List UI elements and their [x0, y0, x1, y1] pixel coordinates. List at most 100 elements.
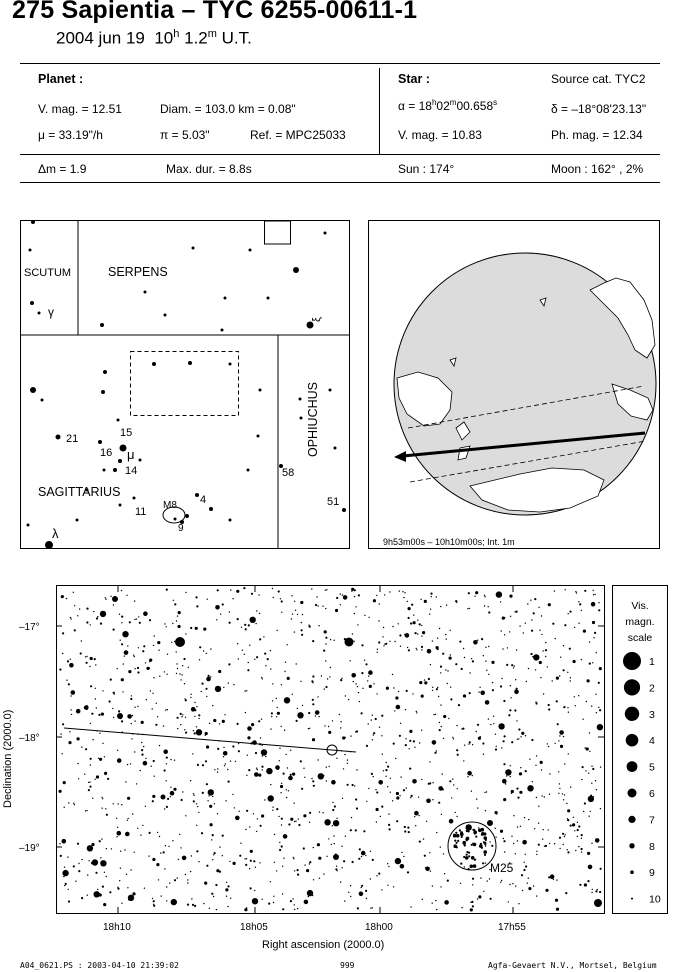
field-star: [591, 620, 596, 625]
field-star: [513, 665, 515, 667]
field-star: [176, 667, 179, 670]
finder-star: [293, 267, 299, 273]
field-star: [177, 858, 179, 861]
field-star: [311, 698, 314, 701]
field-star: [438, 627, 441, 630]
field-star: [324, 589, 327, 591]
field-star: [225, 881, 228, 883]
field-star: [542, 838, 544, 840]
field-star: [326, 855, 328, 857]
field-star: [589, 810, 591, 813]
field-star: [555, 700, 558, 703]
field-star: [429, 664, 432, 666]
field-star: [495, 745, 497, 747]
field-star: [301, 613, 304, 616]
star-ra: α = 18h02m00.658s: [398, 98, 498, 113]
field-star: [576, 828, 579, 832]
planet-ref: Ref. = MPC25033: [250, 128, 346, 142]
field-star: [574, 705, 576, 707]
field-star: [511, 835, 513, 837]
field-star: [293, 820, 296, 823]
field-star: [566, 849, 568, 851]
field-star: [519, 625, 521, 627]
field-star: [72, 591, 75, 593]
field-star: [562, 735, 565, 738]
field-star: [203, 627, 207, 631]
field-star: [404, 633, 410, 638]
field-star: [141, 749, 144, 752]
field-star: [201, 764, 205, 767]
finder-star: [256, 434, 260, 438]
field-star: [296, 869, 299, 872]
field-star: [73, 803, 76, 806]
finder-star: [191, 246, 195, 250]
field-star: [394, 710, 396, 712]
field-star: [283, 697, 291, 704]
field-star: [173, 879, 177, 882]
field-star: [587, 795, 595, 803]
field-star: [418, 742, 421, 744]
field-star: [385, 775, 387, 777]
field-star: [583, 810, 585, 813]
field-star: [358, 700, 361, 703]
field-star: [72, 865, 75, 868]
field-star: [253, 860, 256, 863]
field-star: [144, 805, 147, 807]
field-star: [123, 655, 126, 657]
field-star: [244, 908, 248, 912]
field-star: [530, 652, 533, 656]
field-star: [99, 610, 107, 618]
finder-star: [116, 418, 120, 422]
field-star: [471, 900, 474, 904]
field-star: [119, 850, 122, 852]
field-star: [92, 797, 94, 799]
field-star: [512, 883, 514, 885]
field-star: [165, 763, 168, 765]
field-star: [93, 658, 96, 661]
field-star: [306, 889, 314, 897]
cluster-star: [463, 843, 466, 847]
cluster-star: [484, 843, 487, 846]
star-label-gamma: γ: [48, 305, 54, 319]
field-star: [249, 887, 252, 890]
field-star: [204, 734, 206, 736]
field-star: [272, 806, 274, 808]
field-star: [354, 785, 356, 787]
field-star: [399, 863, 405, 869]
field-star: [396, 796, 400, 800]
field-star: [559, 735, 561, 737]
field-star: [105, 875, 108, 878]
field-star: [407, 607, 411, 611]
finder-star: [101, 390, 105, 394]
field-star: [157, 879, 160, 881]
field-star: [122, 631, 129, 638]
field-star: [429, 852, 431, 854]
cluster-star: [458, 829, 461, 832]
field-star: [511, 741, 514, 744]
field-star: [524, 622, 526, 624]
field-star: [286, 676, 290, 681]
field-star: [484, 596, 486, 598]
field-star: [598, 667, 602, 671]
field-star: [74, 605, 76, 607]
star-label-14: 14: [125, 465, 137, 477]
field-star: [88, 860, 90, 862]
field-star: [418, 814, 420, 817]
field-star: [79, 652, 82, 655]
field-star: [435, 646, 439, 650]
field-star: [335, 865, 338, 867]
field-star: [372, 734, 374, 736]
field-star: [426, 648, 432, 654]
scale-dot: [623, 652, 641, 670]
field-star: [243, 587, 246, 590]
field-star: [383, 645, 385, 647]
field-star: [485, 646, 487, 648]
field-star: [554, 742, 556, 745]
field-star: [355, 606, 357, 608]
field-star: [578, 622, 580, 624]
field-star: [442, 652, 445, 655]
field-star: [412, 779, 417, 784]
field-star: [406, 646, 409, 649]
field-star: [125, 781, 127, 783]
field-star: [89, 781, 91, 783]
